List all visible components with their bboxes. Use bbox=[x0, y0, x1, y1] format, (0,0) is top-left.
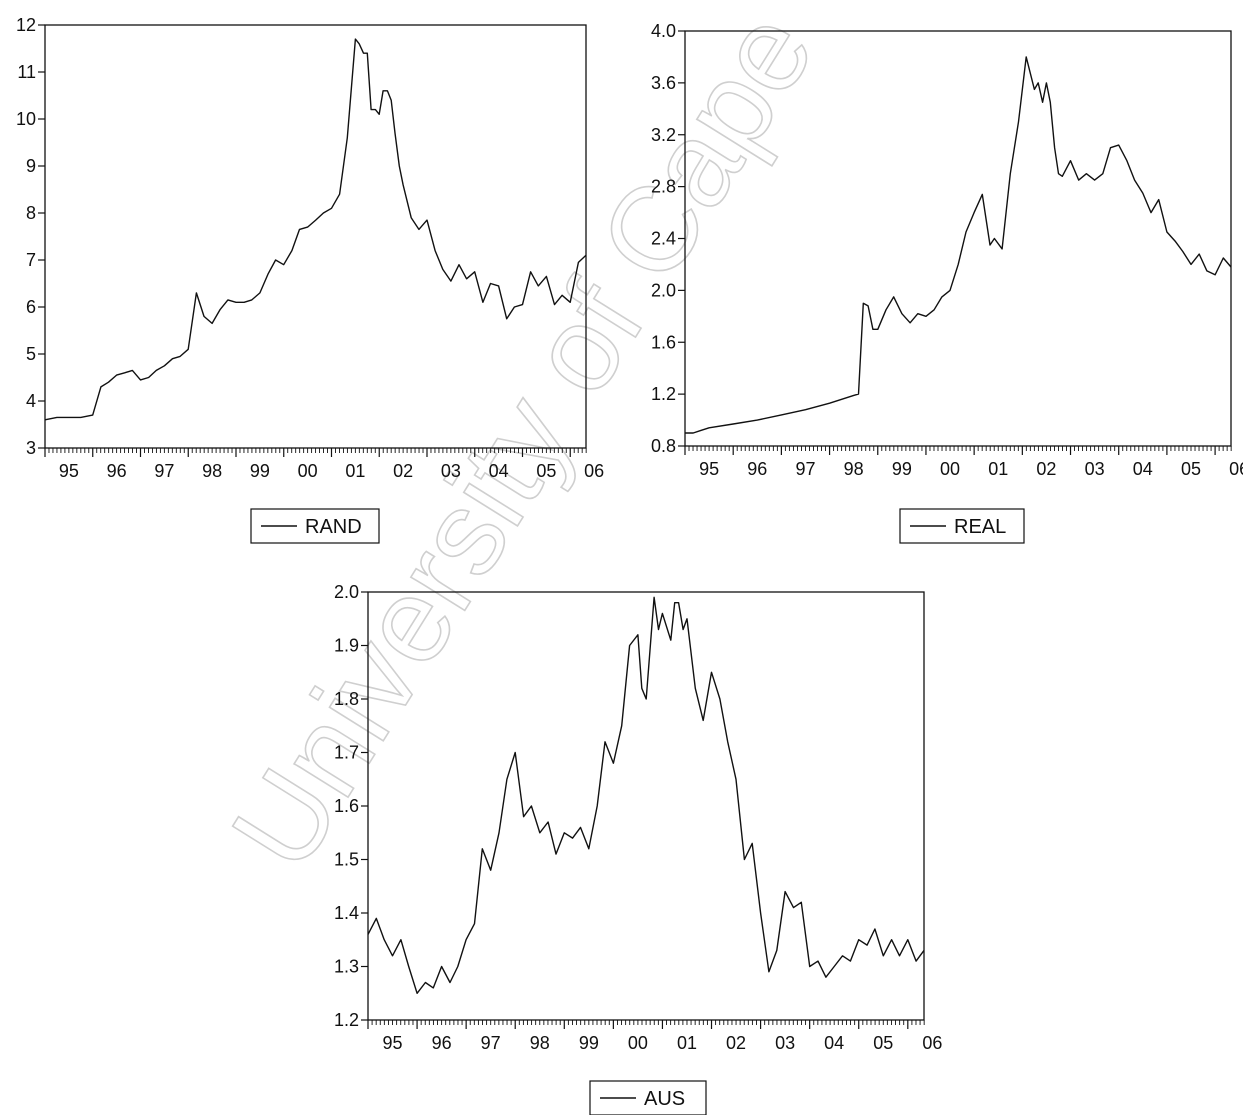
y-tick-label: 8 bbox=[26, 203, 36, 223]
x-tick-label: 06 bbox=[922, 1033, 942, 1053]
y-tick-label: 1.6 bbox=[334, 796, 359, 816]
x-tick-label: 96 bbox=[432, 1033, 452, 1053]
y-tick-label: 2.0 bbox=[651, 280, 676, 300]
x-tick-label: 01 bbox=[677, 1033, 697, 1053]
x-tick-label: 99 bbox=[579, 1033, 599, 1053]
x-tick-label: 99 bbox=[892, 459, 912, 479]
x-tick-label: 96 bbox=[107, 461, 127, 481]
y-tick-label: 3 bbox=[26, 438, 36, 458]
x-tick-label: 01 bbox=[345, 461, 365, 481]
y-tick-label: 1.5 bbox=[334, 850, 359, 870]
y-tick-label: 1.2 bbox=[334, 1010, 359, 1030]
y-tick-label: 7 bbox=[26, 250, 36, 270]
y-tick-label: 1.9 bbox=[334, 636, 359, 656]
x-tick-label: 96 bbox=[747, 459, 767, 479]
x-tick-label: 95 bbox=[699, 459, 719, 479]
x-tick-label: 95 bbox=[59, 461, 79, 481]
x-tick-label: 01 bbox=[988, 459, 1008, 479]
aus-chart: 1.2 1.3 1.4 1.5 1.6 1.7 1.8 1.9 2.0 95 96 97 98 99 00 0… bbox=[334, 582, 942, 1115]
y-tick-label: 12 bbox=[16, 15, 36, 35]
y-tick-label: 2.0 bbox=[334, 582, 359, 602]
x-tick-label: 98 bbox=[844, 459, 864, 479]
x-tick-label: 03 bbox=[1085, 459, 1105, 479]
x-tick-label: 99 bbox=[250, 461, 270, 481]
y-tick-label: 10 bbox=[16, 109, 36, 129]
x-tick-label: 06 bbox=[1229, 459, 1243, 479]
y-tick-label: 2.8 bbox=[651, 177, 676, 197]
y-tick-label: 4 bbox=[26, 391, 36, 411]
y-tick-label: 3.2 bbox=[651, 125, 676, 145]
y-tick-label: 6 bbox=[26, 297, 36, 317]
x-tick-label: 02 bbox=[1036, 459, 1056, 479]
x-tick-label: 06 bbox=[584, 461, 604, 481]
x-tick-label: 02 bbox=[726, 1033, 746, 1053]
y-tick-label: 1.8 bbox=[334, 689, 359, 709]
y-tick-label: 0.8 bbox=[651, 436, 676, 456]
x-tick-label: 98 bbox=[530, 1033, 550, 1053]
y-tick-label: 9 bbox=[26, 156, 36, 176]
x-tick-label: 00 bbox=[628, 1033, 648, 1053]
x-tick-label: 97 bbox=[154, 461, 174, 481]
legend-label: RAND bbox=[305, 516, 362, 538]
x-tick-label: 03 bbox=[441, 461, 461, 481]
y-tick-label: 11 bbox=[17, 62, 36, 82]
x-tick-label: 04 bbox=[489, 461, 509, 481]
real-chart: 0.8 1.2 1.6 2.0 2.4 2.8 3.2 3.6 4.0 95 96 97 98 99 00 0… bbox=[651, 21, 1243, 544]
y-tick-label: 1.4 bbox=[334, 903, 359, 923]
x-tick-label: 00 bbox=[940, 459, 960, 479]
series-line-rand bbox=[44, 38, 587, 421]
x-tick-label: 02 bbox=[393, 461, 413, 481]
x-tick-label: 04 bbox=[824, 1033, 844, 1053]
x-tick-label: 00 bbox=[298, 461, 318, 481]
x-tick-label: 04 bbox=[1133, 459, 1153, 479]
x-tick-label: 95 bbox=[383, 1033, 403, 1053]
x-tick-label: 97 bbox=[795, 459, 815, 479]
legend-label: AUS bbox=[644, 1088, 685, 1110]
y-tick-label: 3.6 bbox=[651, 73, 676, 93]
x-tick-label: 98 bbox=[202, 461, 222, 481]
y-tick-label: 1.2 bbox=[651, 384, 676, 404]
y-tick-label: 2.4 bbox=[651, 229, 676, 249]
x-tick-label: 05 bbox=[873, 1033, 893, 1053]
x-tick-label: 03 bbox=[775, 1033, 795, 1053]
x-tick-label: 05 bbox=[1181, 459, 1201, 479]
x-tick-label: 05 bbox=[536, 461, 556, 481]
rand-chart: 3 4 5 6 7 8 9 10 11 12 95 96 97 98 99 00 01 02 03 04 05 06 RAN… bbox=[16, 15, 604, 544]
y-tick-label: 5 bbox=[26, 344, 36, 364]
y-tick-label: 4.0 bbox=[651, 21, 676, 41]
y-tick-label: 1.7 bbox=[334, 743, 359, 763]
y-tick-label: 1.6 bbox=[651, 332, 676, 352]
series-line-aus bbox=[367, 596, 925, 994]
series-line-real bbox=[685, 56, 1232, 434]
y-tick-label: 1.3 bbox=[334, 957, 359, 977]
x-tick-label: 97 bbox=[481, 1033, 501, 1053]
legend-label: REAL bbox=[954, 516, 1006, 538]
